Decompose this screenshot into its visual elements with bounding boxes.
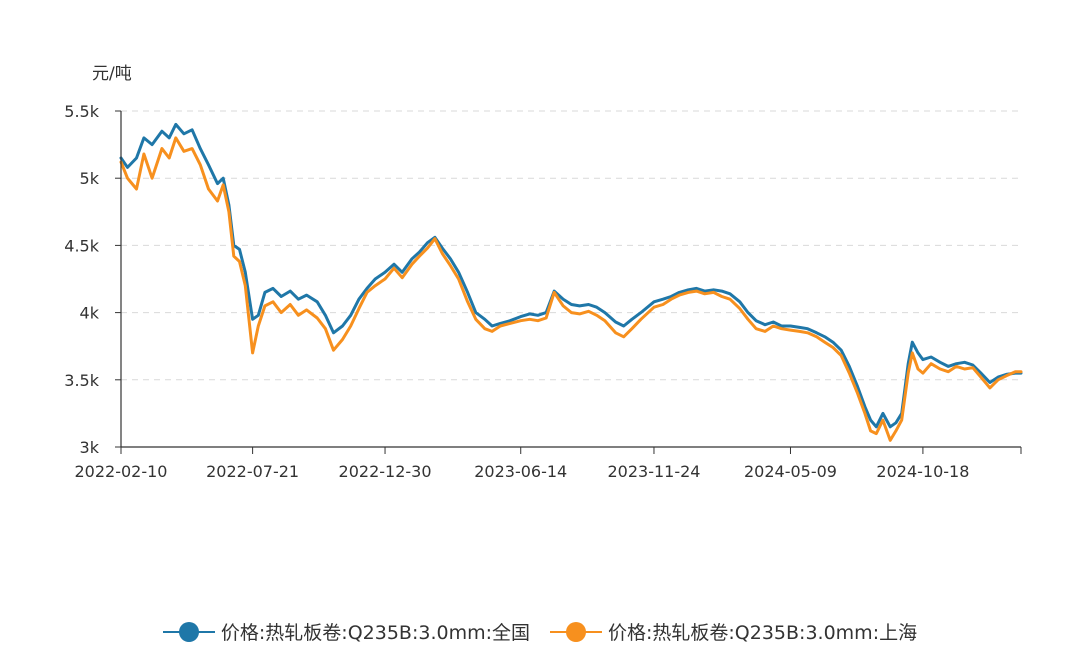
y-tick-label: 3k: [80, 438, 100, 457]
series-layer: [119, 122, 1023, 442]
legend-marker-national-icon: [162, 620, 215, 644]
y-tick-label: 3.5k: [64, 371, 99, 390]
legend-marker-shanghai-icon: [550, 620, 602, 644]
y-tick-label: 4k: [80, 304, 100, 323]
legend-label-national: 价格:热轧板卷:Q235B:3.0mm:全国: [220, 622, 530, 644]
grid-lines: [121, 110, 1021, 381]
axes: 3k 3.5k 4k 4.5k 5k 5.5k 2022-02-10 2022-07-21 20…: [64, 102, 1022, 481]
x-tick-label: 2022-12-30: [339, 462, 432, 481]
series-line-national: [119, 122, 1023, 429]
y-tick-label: 5.5k: [64, 102, 99, 121]
legend: 价格:热轧板卷:Q235B:3.0mm:全国 价格:热轧板卷:Q235B:3.0…: [0, 618, 1080, 645]
legend-item-shanghai[interactable]: 价格:热轧板卷:Q235B:3.0mm:上海: [550, 618, 917, 645]
x-tick-label: 2024-10-18: [876, 462, 969, 481]
y-tick-label: 5k: [80, 169, 100, 188]
legend-item-national[interactable]: 价格:热轧板卷:Q235B:3.0mm:全国: [162, 618, 530, 645]
series-line-shanghai: [119, 136, 1023, 442]
legend-dot: [566, 621, 586, 642]
y-axis-unit-label: 元/吨: [92, 64, 132, 84]
x-tick-label: 2022-07-21: [206, 462, 299, 481]
x-tick-label: 2024-05-09: [744, 462, 837, 481]
legend-label-shanghai: 价格:热轧板卷:Q235B:3.0mm:上海: [608, 622, 918, 644]
x-tick-label: 2023-06-14: [474, 462, 567, 481]
line-chart: 元/吨 3k 3.5k 4k 4.5k 5k 5.5k 2022-02-10 2022-07-…: [64, 64, 1023, 481]
x-tick-label: 2022-02-10: [75, 462, 168, 481]
y-tick-label: 4.5k: [64, 236, 99, 255]
legend-dot: [178, 621, 199, 642]
x-tick-label: 2023-11-24: [607, 462, 700, 481]
